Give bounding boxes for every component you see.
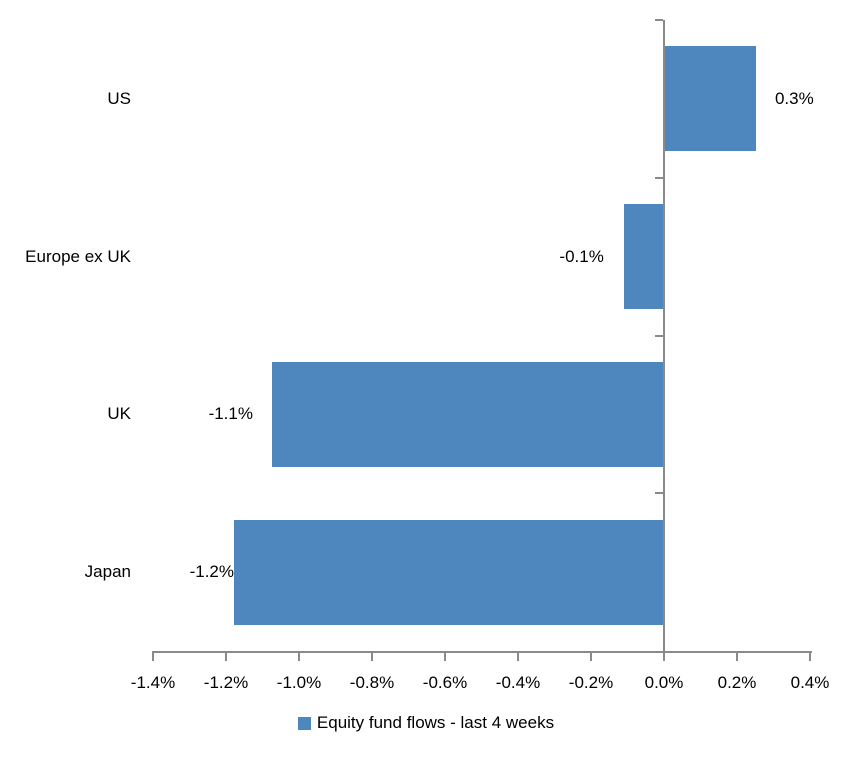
category-axis-line [663, 20, 665, 653]
category-label: Europe ex UK [25, 246, 131, 266]
legend-label: Equity fund flows - last 4 weeks [316, 713, 555, 732]
value-axis-line [153, 651, 812, 653]
category-label: Japan [84, 562, 131, 582]
x-tick-label: 0.4% [790, 673, 830, 692]
legend: Equity fund flows - last 4 weeks [0, 711, 852, 735]
x-tick-label: -1.0% [276, 673, 322, 692]
category-label: US [107, 88, 131, 108]
category-axis-tick [655, 19, 663, 21]
value-axis-tick [590, 651, 592, 661]
category-axis-tick [655, 492, 663, 495]
category-axis-tick [655, 176, 663, 179]
value-axis-tick [444, 651, 446, 661]
x-tick-label: -1.2% [203, 673, 249, 692]
x-tick-label: 0.2% [717, 673, 757, 692]
x-tick-label: -0.4% [495, 673, 541, 692]
legend-swatch-icon [297, 716, 311, 730]
value-axis-tick [371, 651, 373, 661]
bar [664, 46, 756, 152]
value-axis-tick [298, 651, 300, 661]
category-axis-tick [655, 334, 663, 337]
x-tick-label: -0.6% [422, 673, 468, 692]
value-axis-tick [225, 651, 227, 661]
x-tick-label: 0.0% [644, 673, 684, 692]
value-axis-tick [736, 651, 738, 661]
bar [271, 361, 664, 467]
x-tick-label: -0.8% [349, 673, 395, 692]
value-axis-tick [517, 651, 519, 661]
value-axis-tick [809, 651, 811, 661]
value-label: 0.3% [774, 88, 814, 108]
x-tick-label: -1.4% [130, 673, 176, 692]
value-axis-tick [663, 651, 665, 661]
bar [623, 204, 664, 310]
value-axis-tick [152, 651, 154, 661]
bar [234, 519, 664, 625]
value-label: -1.2% [189, 562, 235, 582]
value-label: -0.1% [559, 246, 604, 266]
value-label: -1.1% [208, 404, 253, 424]
category-label: UK [107, 404, 131, 424]
x-tick-label: -0.2% [568, 673, 614, 692]
